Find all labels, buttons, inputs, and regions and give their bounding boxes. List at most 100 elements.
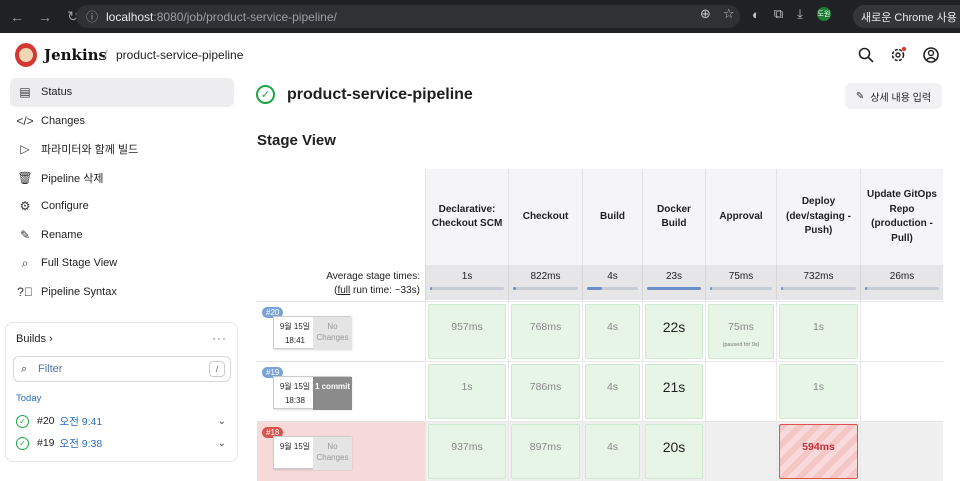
build-changes: No Changes (313, 317, 352, 350)
more-options-icon[interactable]: ··· (212, 331, 227, 345)
stage-cell[interactable]: 937ms (425, 421, 508, 481)
paren-open: ( (334, 285, 338, 296)
sidebar-item-status[interactable]: ▤ Status (10, 78, 234, 107)
stage-average-time: 822ms (530, 271, 561, 282)
edit-description-button[interactable]: ✎ 상세 내용 입력 (845, 83, 942, 109)
sidebar-item-label: Pipeline Syntax (41, 285, 117, 298)
sidebar-item-build-with-parameters[interactable]: ▷ 파라미터와 함께 빌드 (10, 135, 234, 164)
chevron-right-icon: › (49, 333, 53, 345)
sidebar-item-delete-pipeline[interactable]: 🗑 Pipeline 삭제 (10, 164, 234, 193)
edit-description-label: 상세 내용 입력 (870, 92, 932, 104)
stage-average-bar-fill (430, 287, 433, 290)
build-time: 18:41 (284, 336, 306, 345)
build-changes[interactable]: 1 commit (313, 377, 352, 410)
build-time[interactable]: 오전 9:41 (59, 415, 103, 428)
stage-cell[interactable]: 75ms (paused for 9s) (705, 301, 776, 361)
zoom-icon[interactable]: ⊕ (700, 6, 711, 21)
stage-cell[interactable]: 1s (776, 301, 860, 361)
sidebar-item-full-stage-view[interactable]: ⌕ Full Stage View (10, 249, 234, 278)
stage-cell[interactable]: 20s (642, 421, 705, 481)
build-badge[interactable]: #18 (262, 427, 284, 438)
build-card[interactable]: 9월 15일 No Changes (273, 436, 352, 470)
sidebar-item-pipeline-syntax[interactable]: ?⃝ Pipeline Syntax (10, 278, 234, 307)
full-run-time-link[interactable]: full (337, 285, 351, 296)
stage-cell[interactable]: 4s (582, 301, 642, 361)
build-group-label: Today (16, 393, 42, 404)
build-badge[interactable]: #19 (262, 367, 284, 378)
stage-cell[interactable]: 22s (642, 301, 705, 361)
stage-cell[interactable]: 1s (776, 361, 860, 421)
site-info-icon[interactable]: ⓘ (86, 10, 99, 24)
profile-avatar[interactable]: 도원 (816, 7, 831, 21)
average-label-line1: Average stage times: (326, 271, 420, 282)
page-title: product-service-pipeline (287, 86, 473, 103)
stage-cell[interactable]: 897ms (508, 421, 582, 481)
stage-duration: 768ms (529, 321, 562, 333)
stage-cell[interactable]: 21s (642, 361, 705, 421)
chevron-down-icon[interactable]: ⌄ (217, 415, 226, 427)
stage-average-bar-fill (865, 287, 868, 290)
address-bar[interactable]: ⓘ localhost:8080/job/product-service-pip… (76, 5, 740, 28)
manage-gear-icon[interactable] (889, 46, 907, 64)
stage-duration: 1s (461, 381, 473, 393)
stage-duration: 957ms (451, 321, 483, 333)
chrome-update-button[interactable]: 새로운 Chrome 사용 가능 (853, 5, 960, 28)
url-path: :8080/job/product-service-pipeline/ (153, 9, 337, 24)
sidebar-item-changes[interactable]: </> Changes (10, 107, 234, 136)
stage-cell[interactable]: 1s (425, 361, 508, 421)
back-icon[interactable]: ← (10, 8, 24, 25)
download-icon[interactable]: ⤓ (797, 6, 803, 21)
trash-icon: 🗑 (17, 170, 33, 185)
reload-icon[interactable]: ↻ (67, 8, 79, 24)
sidebar-item-rename[interactable]: ✎ Rename (10, 221, 234, 250)
edit-icon: ✎ (855, 90, 865, 102)
stage-duration: 20s (662, 439, 686, 455)
stage-cell[interactable]: 786ms (508, 361, 582, 421)
builds-panel: Builds › ··· ⌕ Filter / Today ✓ #20 오전 9… (5, 322, 238, 462)
stage-average-time: 26ms (889, 271, 915, 282)
stage-average-time: 23s (665, 271, 683, 282)
stage-average-cell: 26ms (860, 265, 943, 300)
pencil-icon: ✎ (19, 227, 31, 242)
stage-cell[interactable]: 4s (582, 421, 642, 481)
build-row[interactable]: ✓ #20 오전 9:41 ⌄ (16, 413, 226, 429)
brand-name[interactable]: Jenkins (44, 46, 107, 64)
stage-cell[interactable]: 594ms (776, 421, 860, 481)
build-number: #20 (37, 415, 55, 427)
sidebar-item-label: Changes (41, 114, 86, 127)
stage-cell[interactable]: 957ms (425, 301, 508, 361)
search-icon[interactable] (857, 46, 875, 64)
build-date: 9월 15일 (279, 322, 311, 331)
chevron-down-icon[interactable]: ⌄ (217, 437, 226, 449)
builds-title[interactable]: Builds › (16, 333, 53, 345)
build-card[interactable]: 9월 15일 18:41 No Changes (273, 316, 352, 350)
search-icon: ⌕ (21, 255, 29, 270)
build-row[interactable]: ✓ #19 오전 9:38 ⌄ (16, 435, 226, 451)
sidebar-item-configure[interactable]: ⚙ Configure (10, 192, 234, 221)
stage-duration: 1s (812, 381, 825, 393)
user-account-icon[interactable] (922, 46, 940, 64)
stage-average-bar (710, 287, 772, 290)
builds-title-text: Builds (16, 333, 46, 345)
forward-icon[interactable]: → (38, 8, 52, 25)
run-row-header: #18 9월 15일 No Changes (257, 421, 425, 481)
bookmark-star-icon[interactable]: ☆ (722, 6, 735, 21)
build-filter-input[interactable]: ⌕ Filter / (13, 356, 231, 382)
stage-average-bar (587, 287, 638, 290)
jenkins-logo-icon[interactable] (15, 43, 37, 67)
extension-icon[interactable]: ◐ (752, 6, 760, 22)
stage-cell (860, 301, 943, 361)
stage-duration: 786ms (529, 381, 562, 393)
stage-cell-fill (779, 304, 858, 359)
stage-cell (860, 361, 943, 421)
stage-cell[interactable]: 4s (582, 361, 642, 421)
build-badge[interactable]: #20 (262, 307, 284, 318)
stage-cell[interactable]: 768ms (508, 301, 582, 361)
puzzle-icon[interactable]: ⧉ (773, 6, 784, 21)
side-panel: ▤ Status </> Changes ▷ 파라미터와 함께 빌드 🗑 Pip… (10, 78, 234, 306)
build-card[interactable]: 9월 15일 18:38 1 commit (273, 376, 352, 410)
search-icon: ⌕ (21, 363, 28, 375)
breadcrumb-job[interactable]: product-service-pipeline (116, 48, 244, 62)
build-time[interactable]: 오전 9:38 (59, 437, 103, 450)
stage-cell (705, 361, 776, 421)
